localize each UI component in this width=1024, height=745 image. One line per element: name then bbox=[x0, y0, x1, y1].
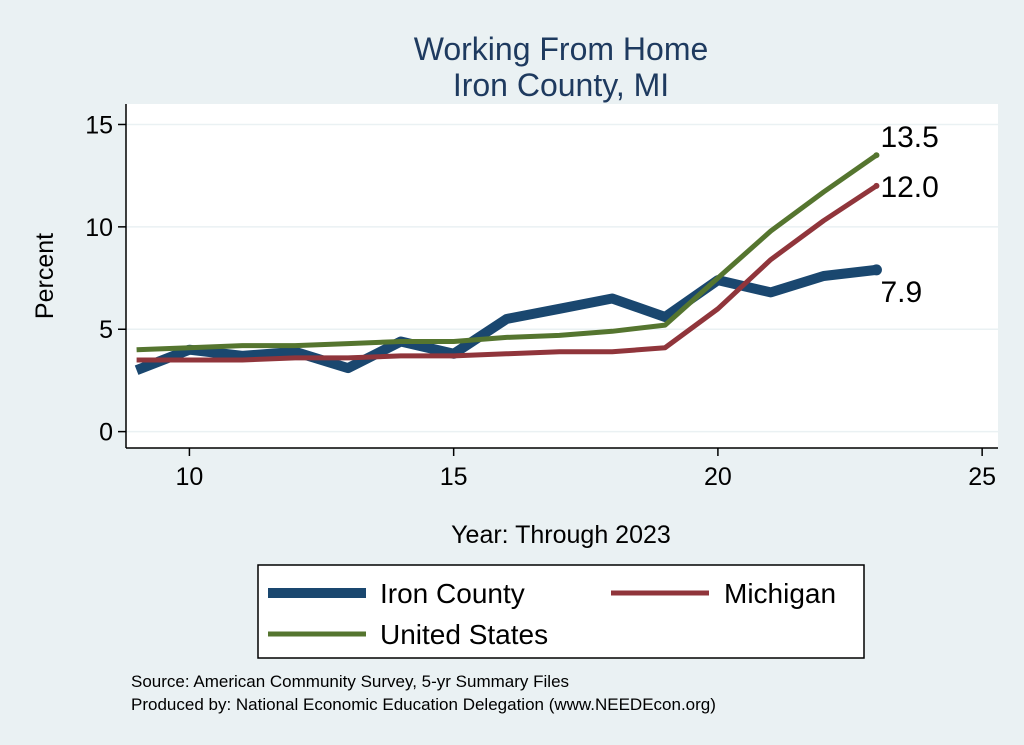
x-tick-label: 20 bbox=[704, 463, 732, 491]
series-endpoint bbox=[873, 182, 880, 189]
legend-label: Iron County bbox=[380, 578, 525, 609]
legend-label: Michigan bbox=[724, 578, 836, 609]
series-lines bbox=[134, 152, 882, 375]
y-tick-label: 10 bbox=[85, 214, 113, 242]
series-line-united-states bbox=[136, 153, 878, 353]
end-label: 12.0 bbox=[880, 171, 938, 204]
x-tick-label: 25 bbox=[968, 463, 996, 491]
series-endpoint bbox=[870, 264, 882, 276]
end-labels: 13.5 12.0 7.9 bbox=[880, 121, 938, 309]
y-tick-label: 0 bbox=[99, 419, 113, 447]
x-axis-title: Year: Through 2023 bbox=[451, 521, 671, 549]
y-tick-label: 5 bbox=[99, 316, 113, 344]
legend-items: Iron County Michigan United States bbox=[268, 578, 836, 650]
source-line-2: Produced by: National Economic Education… bbox=[131, 695, 716, 714]
axes: 0 5 10 15 10 15 20 25 bbox=[85, 104, 998, 491]
chart-title-line-1: Working From Home bbox=[414, 31, 709, 67]
legend-box bbox=[257, 564, 865, 659]
x-tick-label: 10 bbox=[176, 463, 204, 491]
x-tick-label: 15 bbox=[440, 463, 468, 491]
source-line-1: Source: American Community Survey, 5-yr … bbox=[131, 672, 569, 691]
series-endpoint bbox=[873, 152, 880, 159]
y-axis-title: Percent bbox=[31, 233, 59, 319]
chart-title-line-2: Iron County, MI bbox=[453, 67, 669, 103]
series-line-iron-county bbox=[134, 264, 877, 375]
legend-label: United States bbox=[380, 619, 548, 650]
y-tick-label: 15 bbox=[85, 111, 113, 139]
plot-area bbox=[126, 104, 998, 448]
end-label: 13.5 bbox=[880, 121, 938, 154]
end-label: 7.9 bbox=[880, 276, 922, 309]
legend: Iron County Michigan United States bbox=[257, 564, 865, 659]
gridlines bbox=[126, 123, 998, 433]
series-line-michigan bbox=[136, 183, 878, 363]
